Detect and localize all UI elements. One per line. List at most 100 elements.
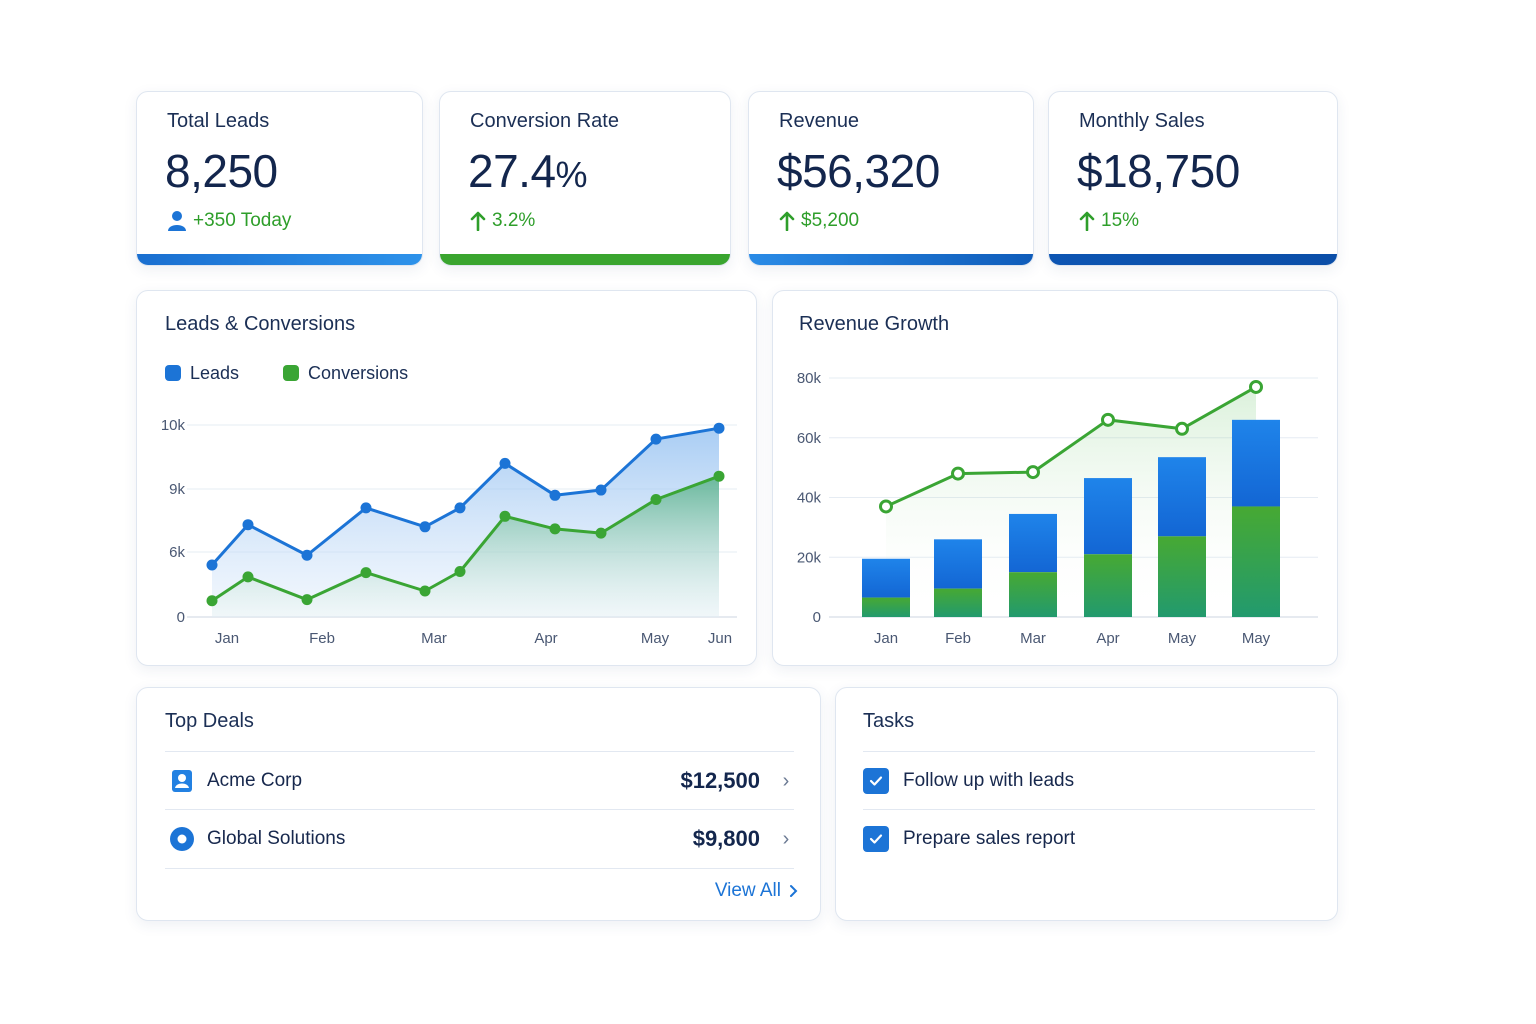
x-tick-label: Jan — [874, 630, 898, 647]
tasks-panel: Tasks Follow up with leads Prepare sales… — [835, 687, 1338, 921]
panel-title: Leads & Conversions — [165, 313, 356, 335]
bar-segment-green — [1084, 554, 1132, 617]
x-tick-label: Mar — [421, 630, 447, 647]
chevron-right-icon[interactable]: › — [782, 769, 790, 792]
conversions-point — [360, 567, 372, 579]
x-tick-label: Apr — [534, 630, 557, 647]
y-tick-label: 80k — [797, 370, 822, 387]
conversions-point — [713, 470, 725, 482]
legend-swatch — [283, 365, 300, 381]
conversions-point — [549, 523, 561, 535]
leads-point — [242, 519, 254, 531]
conversions-point — [206, 595, 218, 607]
kpi-delta: 3.2% — [470, 210, 535, 232]
panel-title: Top Deals — [165, 710, 254, 732]
task-row[interactable]: Follow up with leads — [863, 751, 1315, 810]
kpi-delta-text: 15% — [1101, 210, 1140, 231]
kpi-title: Total Leads — [167, 110, 270, 132]
kpi-title: Conversion Rate — [470, 110, 619, 132]
trend-point — [951, 466, 965, 481]
deal-row-global-solutions[interactable]: Global Solutions $9,800 › — [165, 809, 794, 869]
kpi-value-suffix: % — [555, 154, 588, 195]
legend-item-leads[interactable]: Leads — [165, 363, 239, 384]
x-tick-label: May — [641, 630, 670, 647]
user-icon — [168, 211, 186, 231]
arrow-up-icon — [779, 211, 795, 231]
y-tick-label: 40k — [797, 490, 822, 507]
task-row[interactable]: Prepare sales report — [863, 809, 1315, 868]
leads-point — [454, 502, 466, 514]
panel-title: Revenue Growth — [799, 313, 950, 335]
deal-name: Global Solutions — [207, 828, 346, 849]
revenue-growth-panel: Revenue Growth 0 20k 40k 60k 80k Jan Feb Mar Ap… — [772, 290, 1338, 666]
bar-segment-blue — [934, 539, 982, 589]
leads-point — [301, 549, 313, 561]
kpi-delta-text: $5,200 — [801, 210, 860, 231]
y-tick-label: 9k — [169, 481, 185, 498]
conversions-point — [242, 571, 254, 583]
leads-point — [595, 484, 607, 496]
bar-segment-blue — [1158, 457, 1206, 537]
deal-row-acme-corp[interactable]: Acme Corp $12,500 › — [165, 751, 794, 810]
kpi-value: $18,750 — [1077, 145, 1240, 197]
bar-segment-blue — [862, 558, 910, 598]
revenue-growth-chart: 0 20k 40k 60k 80k Jan Feb Mar Apr May May — [797, 370, 1318, 647]
kpi-title: Monthly Sales — [1079, 110, 1205, 132]
chevron-right-icon[interactable]: › — [782, 827, 790, 850]
bar-segment-green — [1232, 506, 1280, 617]
trend-point — [1026, 465, 1040, 480]
trend-line — [885, 385, 1257, 508]
legend-swatch — [165, 365, 181, 381]
checkmark-icon — [869, 834, 883, 844]
bar-segment-green — [1158, 536, 1206, 617]
y-tick-label: 10k — [161, 417, 186, 434]
y-tick-label: 20k — [797, 549, 822, 566]
trend-point — [1249, 379, 1263, 394]
kpi-card-revenue[interactable]: Revenue $56,320 $5,200 — [748, 91, 1034, 266]
kpi-delta: $5,200 — [779, 210, 859, 232]
trend-point — [1175, 421, 1189, 436]
conversions-point — [301, 594, 313, 606]
task-checkbox[interactable] — [863, 768, 889, 794]
top-deals-panel: Top Deals Acme Corp $12,500 › Global Sol… — [136, 687, 821, 921]
conversions-point — [650, 494, 662, 505]
kpi-card-total-leads[interactable]: Total Leads 8,250 +350 Today — [136, 91, 423, 266]
bar-segment-green — [934, 588, 982, 617]
chevron-right-icon — [790, 885, 798, 897]
kpi-card-conversion-rate[interactable]: Conversion Rate 27.4% 3.2% — [439, 91, 731, 266]
y-tick-label: 60k — [797, 430, 822, 447]
deal-amount: $9,800 — [692, 826, 760, 851]
y-tick-label: 0 — [813, 609, 821, 626]
legend-item-conversions[interactable]: Conversions — [283, 363, 408, 384]
kpi-value: 8,250 — [165, 145, 278, 197]
y-tick-label: 0 — [177, 609, 185, 626]
bar-segment-blue — [1232, 419, 1280, 507]
bar-segment-green — [1009, 572, 1057, 617]
view-all-label: View All — [714, 880, 781, 901]
x-tick-label: Jan — [215, 630, 239, 647]
conversions-area — [212, 476, 719, 617]
leads-conversions-chart: 0 6k 9k 10k Jan Feb Mar Apr May Jun — [161, 417, 737, 647]
bar-segment-blue — [1009, 513, 1057, 573]
x-tick-label: Jun — [708, 630, 732, 647]
task-checkbox[interactable] — [863, 826, 889, 852]
bar-segment-green — [862, 597, 910, 617]
leads-point — [713, 422, 725, 434]
arrow-up-icon — [470, 211, 486, 231]
conversions-point — [454, 566, 466, 577]
contact-card-icon — [172, 770, 192, 792]
conversions-point — [499, 510, 511, 522]
legend-label: Conversions — [308, 363, 409, 383]
kpi-accent-bar — [137, 254, 422, 265]
kpi-delta-text: +350 Today — [193, 210, 292, 231]
leads-point — [499, 457, 511, 469]
kpi-delta-text: 3.2% — [492, 210, 536, 231]
trend-point — [879, 499, 893, 514]
panel-title: Tasks — [863, 710, 915, 732]
kpi-card-monthly-sales[interactable]: Monthly Sales $18,750 15% — [1048, 91, 1338, 266]
x-tick-label: Feb — [945, 630, 971, 647]
leads-point — [360, 502, 372, 514]
view-all-link[interactable]: View All — [715, 880, 798, 902]
deal-name: Acme Corp — [207, 770, 303, 791]
conversions-point — [595, 527, 607, 539]
